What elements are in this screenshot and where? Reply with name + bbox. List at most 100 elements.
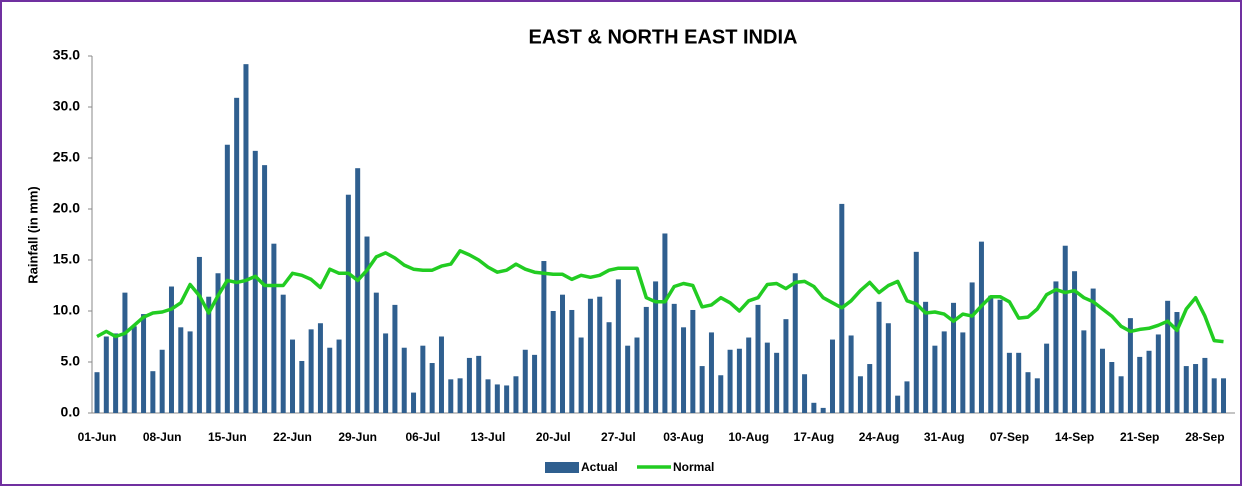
bar bbox=[466, 357, 472, 413]
bar bbox=[876, 301, 882, 413]
bar bbox=[457, 378, 463, 413]
bar bbox=[727, 349, 733, 413]
bar bbox=[150, 371, 156, 413]
y-tick-label: 15.0 bbox=[53, 251, 80, 267]
chart-title: EAST & NORTH EAST INDIA bbox=[529, 26, 798, 48]
bar bbox=[699, 366, 705, 413]
bar bbox=[327, 347, 333, 413]
x-tick-label: 24-Aug bbox=[859, 430, 900, 444]
bar bbox=[783, 319, 789, 413]
bar bbox=[653, 281, 659, 413]
bar bbox=[1062, 245, 1068, 413]
bar bbox=[1034, 378, 1040, 413]
bar bbox=[187, 331, 193, 413]
bar bbox=[857, 376, 863, 413]
bar bbox=[373, 292, 379, 413]
bar bbox=[1053, 281, 1059, 413]
bar bbox=[969, 282, 975, 413]
bar bbox=[131, 326, 137, 413]
bar bbox=[1174, 312, 1180, 413]
bar bbox=[578, 337, 584, 413]
bar bbox=[829, 339, 835, 413]
x-tick-label: 17-Aug bbox=[794, 430, 835, 444]
bar bbox=[532, 354, 538, 413]
y-tick-label: 35.0 bbox=[53, 47, 80, 63]
x-tick-label: 29-Jun bbox=[338, 430, 377, 444]
legend-label: Normal bbox=[673, 460, 714, 474]
bar bbox=[196, 256, 202, 413]
bar bbox=[420, 345, 426, 413]
y-tick-label: 20.0 bbox=[53, 200, 80, 216]
bar bbox=[317, 323, 323, 413]
bar bbox=[1202, 357, 1208, 413]
bar bbox=[1127, 318, 1133, 413]
bar bbox=[895, 395, 901, 413]
bar bbox=[867, 364, 873, 413]
bar bbox=[1118, 376, 1124, 413]
bar bbox=[206, 296, 212, 413]
bar bbox=[280, 294, 286, 413]
bar bbox=[290, 339, 296, 413]
bar bbox=[606, 322, 612, 413]
bar bbox=[718, 375, 724, 413]
bar bbox=[885, 323, 891, 413]
bar bbox=[1090, 288, 1096, 413]
x-tick-label: 27-Jul bbox=[601, 430, 636, 444]
y-tick-label: 0.0 bbox=[61, 404, 81, 420]
legend-label: Actual bbox=[581, 460, 618, 474]
bar bbox=[587, 298, 593, 413]
bar bbox=[159, 349, 165, 413]
bar bbox=[429, 363, 435, 413]
x-tick-label: 21-Sep bbox=[1120, 430, 1159, 444]
x-tick-label: 01-Jun bbox=[78, 430, 117, 444]
bar bbox=[234, 97, 240, 413]
bar bbox=[392, 304, 398, 413]
bar bbox=[820, 407, 826, 413]
bar bbox=[1109, 362, 1115, 413]
bar bbox=[988, 295, 994, 413]
bar bbox=[103, 336, 109, 413]
bar bbox=[1221, 378, 1227, 413]
bar bbox=[978, 241, 984, 413]
bar bbox=[308, 329, 314, 413]
bar bbox=[811, 402, 817, 413]
x-tick-label: 15-Jun bbox=[208, 430, 247, 444]
bar bbox=[671, 303, 677, 413]
bar bbox=[550, 311, 556, 413]
bar bbox=[681, 327, 687, 413]
bar bbox=[215, 273, 221, 413]
bar bbox=[625, 345, 631, 413]
x-tick-label: 06-Jul bbox=[406, 430, 441, 444]
bar bbox=[941, 331, 947, 413]
bar bbox=[923, 301, 929, 413]
bar bbox=[764, 342, 770, 413]
bar bbox=[448, 379, 454, 413]
x-tick-label: 03-Aug bbox=[663, 430, 704, 444]
x-tick-label: 13-Jul bbox=[471, 430, 506, 444]
bar bbox=[755, 304, 761, 413]
bar bbox=[355, 168, 361, 413]
bar bbox=[513, 376, 519, 413]
bar bbox=[485, 379, 491, 413]
bar bbox=[904, 381, 910, 413]
bar bbox=[383, 333, 389, 413]
x-tick-label: 14-Sep bbox=[1055, 430, 1094, 444]
bar bbox=[252, 150, 258, 414]
x-tick-label: 28-Sep bbox=[1185, 430, 1224, 444]
bar bbox=[597, 296, 603, 413]
bar bbox=[243, 64, 249, 413]
bar bbox=[560, 294, 565, 413]
x-tick-label: 20-Jul bbox=[536, 430, 571, 444]
bar bbox=[690, 309, 696, 413]
x-tick-label: 22-Jun bbox=[273, 430, 312, 444]
bar bbox=[1044, 343, 1050, 413]
bar bbox=[411, 392, 417, 413]
bar bbox=[1099, 348, 1105, 413]
bar bbox=[913, 251, 919, 413]
bar bbox=[1137, 356, 1143, 413]
bar bbox=[122, 292, 128, 413]
bar bbox=[345, 194, 351, 413]
bar bbox=[708, 332, 714, 413]
y-tick-label: 10.0 bbox=[53, 302, 80, 318]
